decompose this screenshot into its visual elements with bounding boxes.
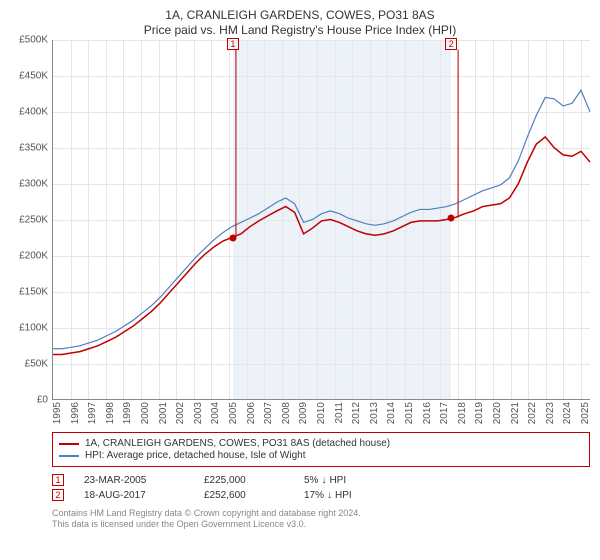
x-tick-label: 2008 [281, 402, 292, 424]
event-diff-pct: 5% [304, 475, 318, 486]
x-tick-label: 2016 [422, 402, 433, 424]
sale-events: 123-MAR-2005£225,0005%↓HPI218-AUG-2017£2… [52, 471, 590, 504]
event-diff: 5%↓HPI [304, 475, 346, 486]
y-tick-label: £50K [25, 359, 48, 370]
event-diff-pct: 17% [304, 490, 324, 501]
y-tick-label: £450K [19, 71, 48, 82]
x-tick-label: 1996 [70, 402, 81, 424]
x-tick-label: 2000 [140, 402, 151, 424]
legend-swatch [59, 455, 79, 457]
event-price: £225,000 [204, 475, 284, 486]
line-layer [53, 40, 590, 399]
attribution-footer: Contains HM Land Registry data © Crown c… [52, 508, 590, 530]
x-tick-label: 2022 [527, 402, 538, 424]
event-marker-box: 1 [52, 474, 64, 486]
legend-label: HPI: Average price, detached house, Isle… [85, 450, 306, 461]
x-tick-label: 1998 [105, 402, 116, 424]
title-line-2: Price paid vs. HM Land Registry's House … [10, 23, 590, 38]
event-date: 23-MAR-2005 [84, 475, 184, 486]
series-hpi [53, 90, 590, 348]
sale-marker-box: 2 [445, 38, 457, 50]
arrow-down-icon: ↓ [327, 490, 332, 501]
sale-point [229, 235, 236, 242]
legend-item: 1A, CRANLEIGH GARDENS, COWES, PO31 8AS (… [59, 438, 583, 449]
event-row: 1 23-MAR-2005 £225,000 5%↓HPI [52, 474, 590, 486]
x-tick-label: 2015 [404, 402, 415, 424]
x-tick-label: 2011 [334, 402, 345, 424]
x-tick-label: 2009 [298, 402, 309, 424]
event-diff: 17%↓HPI [304, 490, 352, 501]
event-diff-label: HPI [329, 475, 346, 486]
x-tick-label: 2023 [545, 402, 556, 424]
sale-point [448, 215, 455, 222]
y-axis: £0£50K£100K£150K£200K£250K£300K£350K£400… [10, 40, 52, 400]
event-price: £252,600 [204, 490, 284, 501]
event-marker-box: 2 [52, 489, 64, 501]
x-tick-label: 2006 [246, 402, 257, 424]
legend-item: HPI: Average price, detached house, Isle… [59, 450, 583, 461]
x-tick-label: 1997 [87, 402, 98, 424]
x-tick-label: 1999 [122, 402, 133, 424]
x-tick-label: 2024 [562, 402, 573, 424]
y-tick-label: £250K [19, 215, 48, 226]
x-tick-label: 2012 [351, 402, 362, 424]
y-tick-label: £100K [19, 323, 48, 334]
chart-container: 1A, CRANLEIGH GARDENS, COWES, PO31 8AS P… [0, 0, 600, 560]
x-tick-label: 2004 [210, 402, 221, 424]
x-tick-label: 2025 [580, 402, 591, 424]
x-axis: 1995 1996 1997 1998 1999 2000 2001 2002 2003 2004… [52, 400, 590, 428]
arrow-down-icon: ↓ [321, 475, 326, 486]
x-tick-label: 2005 [228, 402, 239, 424]
y-tick-label: £300K [19, 179, 48, 190]
footer-line-1: Contains HM Land Registry data © Crown c… [52, 508, 590, 519]
title-line-1: 1A, CRANLEIGH GARDENS, COWES, PO31 8AS [10, 8, 590, 23]
x-tick-label: 2010 [316, 402, 327, 424]
x-tick-label: 2021 [510, 402, 521, 424]
legend-swatch [59, 443, 79, 445]
legend-label: 1A, CRANLEIGH GARDENS, COWES, PO31 8AS (… [85, 438, 390, 449]
x-tick-label: 2003 [193, 402, 204, 424]
y-tick-label: £400K [19, 107, 48, 118]
x-tick-label: 1995 [52, 402, 63, 424]
x-tick-label: 2001 [158, 402, 169, 424]
legend-box: 1A, CRANLEIGH GARDENS, COWES, PO31 8AS (… [52, 432, 590, 467]
x-tick-label: 2017 [439, 402, 450, 424]
event-diff-label: HPI [335, 490, 352, 501]
event-date: 18-AUG-2017 [84, 490, 184, 501]
y-tick-label: £0 [37, 395, 48, 406]
y-tick-label: £500K [19, 35, 48, 46]
x-tick-label: 2002 [175, 402, 186, 424]
x-tick-label: 2013 [369, 402, 380, 424]
footer-line-2: This data is licensed under the Open Gov… [52, 519, 590, 530]
y-tick-label: £350K [19, 143, 48, 154]
x-tick-label: 2018 [457, 402, 468, 424]
event-row: 2 18-AUG-2017 £252,600 17%↓HPI [52, 489, 590, 501]
y-tick-label: £150K [19, 287, 48, 298]
x-tick-label: 2019 [474, 402, 485, 424]
plot-region: 12 [52, 40, 590, 400]
x-tick-label: 2020 [492, 402, 503, 424]
series-property [53, 137, 590, 355]
y-tick-label: £200K [19, 251, 48, 262]
chart-area: £0£50K£100K£150K£200K£250K£300K£350K£400… [10, 40, 590, 400]
sale-marker-box: 1 [227, 38, 239, 50]
x-tick-label: 2007 [263, 402, 274, 424]
chart-title: 1A, CRANLEIGH GARDENS, COWES, PO31 8AS P… [10, 8, 590, 38]
x-tick-label: 2014 [386, 402, 397, 424]
